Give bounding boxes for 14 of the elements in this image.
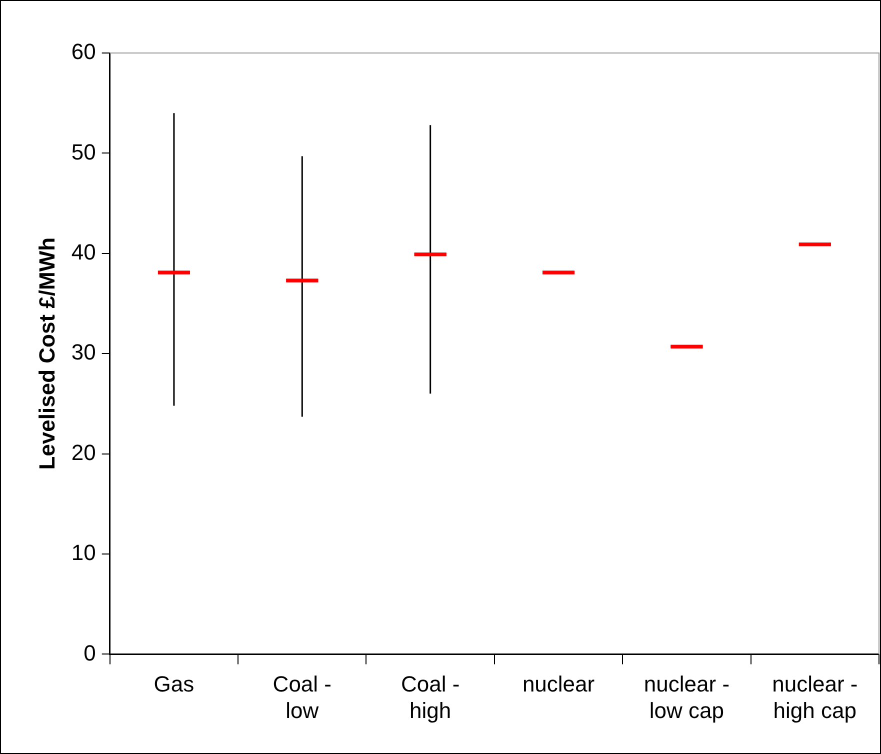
- y-tick-label: 60: [71, 39, 96, 64]
- y-tick-label: 40: [71, 239, 96, 264]
- x-tick-label: nuclear: [522, 671, 595, 696]
- y-tick-label: 10: [71, 540, 96, 566]
- y-tick-label: 50: [71, 139, 96, 164]
- y-tick-label: 20: [71, 440, 96, 465]
- x-tick-label: Gas: [154, 671, 194, 696]
- x-tick-label: Coal - high: [400, 671, 460, 723]
- y-tick-label: 0: [84, 640, 96, 666]
- x-tick-label: nuclear - high cap: [772, 671, 858, 723]
- x-tick-label: nuclear - low cap: [644, 671, 730, 723]
- x-tick-label: Coal - low: [272, 671, 332, 723]
- y-tick-label: 30: [71, 340, 96, 365]
- y-axis-title: Levelised Cost £/MWh: [34, 237, 60, 470]
